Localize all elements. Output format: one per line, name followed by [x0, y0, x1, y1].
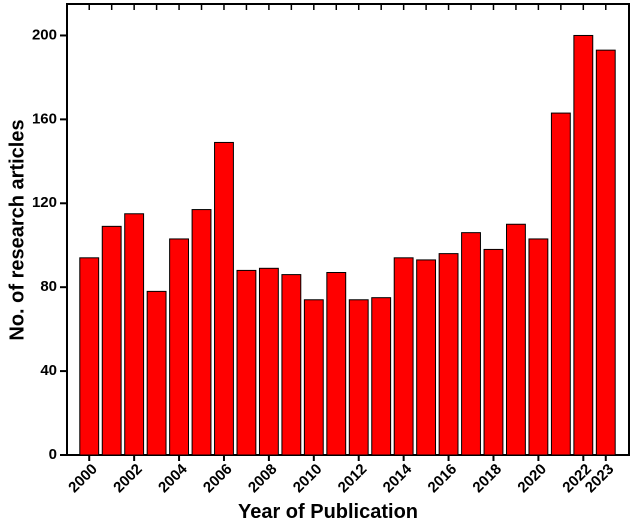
bar	[528, 238, 549, 456]
bar	[573, 34, 594, 456]
y-tick-label: 0	[49, 446, 57, 463]
bar	[124, 213, 145, 456]
bar	[595, 49, 616, 456]
bar	[214, 141, 234, 456]
plot-frame	[66, 3, 630, 456]
bar	[393, 257, 414, 456]
x-tick-label: 2014	[380, 460, 416, 496]
bar	[483, 248, 504, 456]
bar	[348, 299, 369, 456]
bar	[416, 259, 437, 456]
bar	[303, 299, 324, 456]
x-tick-label: 2004	[155, 460, 191, 496]
x-tick-label: 2020	[514, 461, 550, 497]
bar	[281, 274, 302, 456]
x-tick-label: 2016	[425, 461, 461, 497]
y-tick-label: 160	[32, 110, 57, 127]
x-tick-label: 2006	[200, 461, 236, 497]
bar	[461, 232, 481, 456]
x-tick-label: 2010	[290, 461, 326, 497]
bar	[236, 269, 257, 456]
x-tick-label: 2002	[110, 461, 146, 497]
bar	[550, 112, 571, 456]
bar	[258, 267, 279, 456]
y-tick-label: 80	[40, 278, 57, 295]
bar	[101, 225, 122, 456]
bar	[79, 257, 100, 456]
x-tick-label: 2000	[65, 461, 101, 497]
bar	[146, 290, 167, 456]
bar	[506, 223, 526, 456]
bar	[438, 253, 459, 456]
x-tick-label: 2018	[469, 461, 505, 497]
bar	[191, 209, 212, 456]
y-tick-label: 40	[40, 362, 57, 379]
x-tick-label: 2012	[335, 461, 371, 497]
bar	[169, 238, 189, 456]
y-tick-label: 200	[32, 26, 57, 43]
bar	[326, 272, 347, 456]
y-axis-title: No. of research articles	[6, 119, 28, 340]
x-tick-label: 2008	[245, 461, 281, 497]
bar	[371, 297, 392, 456]
y-tick-label: 120	[32, 194, 57, 211]
x-axis-title: Year of Publication	[238, 501, 418, 523]
